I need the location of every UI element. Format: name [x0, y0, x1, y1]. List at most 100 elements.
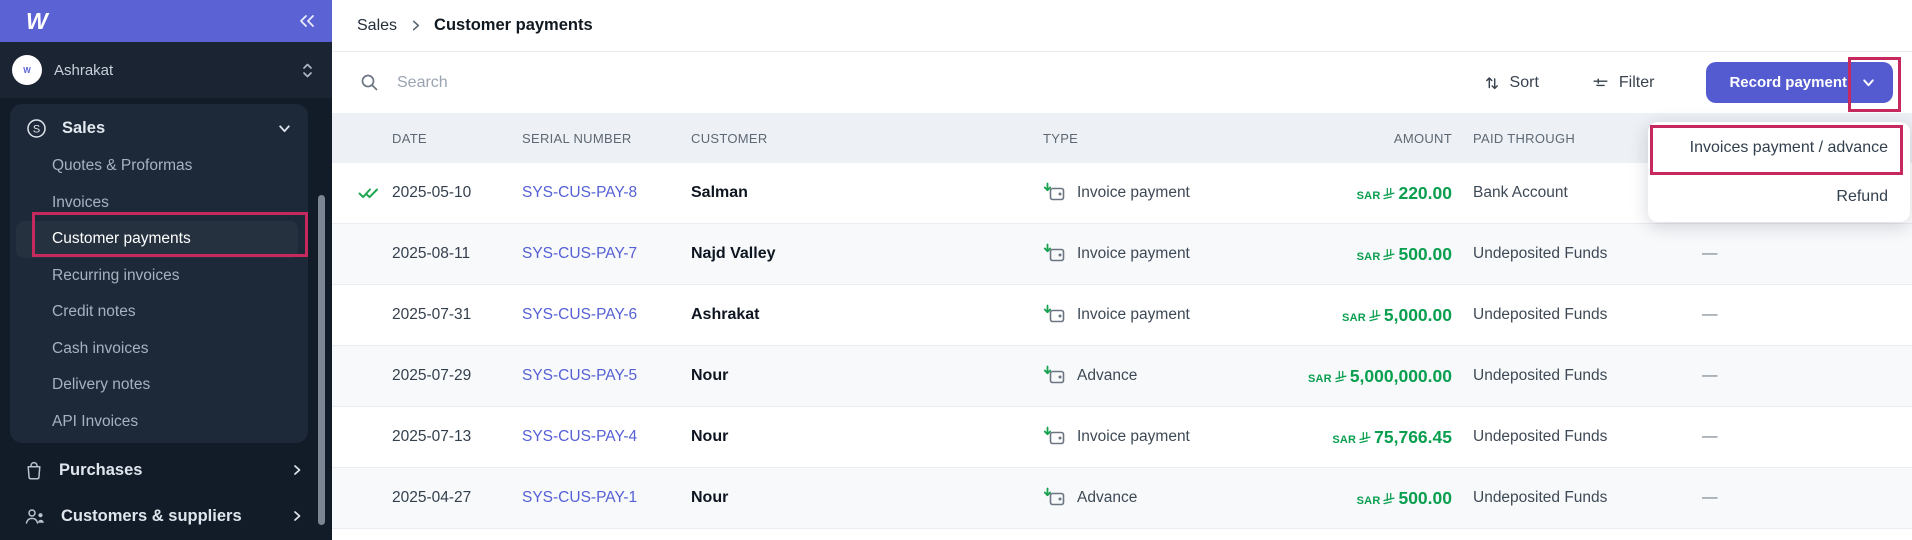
- table-row[interactable]: 2025-07-29 SYS-CUS-PAY-5 Nour Advance SAR 5,0…: [332, 346, 1912, 407]
- workspace-switcher[interactable]: W Ashrakat: [0, 42, 332, 98]
- customer-cell: Ashrakat: [691, 306, 760, 323]
- sidebar-item-recurring-invoices[interactable]: Recurring invoices: [52, 266, 180, 284]
- sidebar-item-api-invoices[interactable]: API Invoices: [52, 412, 139, 430]
- column-header-serial-number[interactable]: SERIAL NUMBER: [522, 130, 632, 146]
- customer-cell: Nour: [691, 489, 729, 506]
- column-header-amount[interactable]: AMOUNT: [1393, 130, 1452, 146]
- serial-number-link[interactable]: SYS-CUS-PAY-8: [522, 184, 638, 201]
- serial-number-link[interactable]: SYS-CUS-PAY-6: [522, 306, 638, 323]
- customer-cell: Najd Valley: [691, 245, 776, 262]
- dropdown-item-invoices-payment-advance[interactable]: Invoices payment / advance: [1689, 138, 1888, 156]
- table-row[interactable]: 2025-08-11 SYS-CUS-PAY-7 Najd Valley Invoic…: [332, 224, 1912, 285]
- svg-text:S: S: [33, 123, 40, 135]
- sidebar-item-cash-invoices[interactable]: Cash invoices: [52, 339, 149, 357]
- amount-value: 500.00: [1398, 243, 1452, 264]
- sidebar-collapse-button[interactable]: [298, 13, 316, 29]
- riyal-symbol-icon: [1335, 370, 1347, 383]
- sidebar-item-customer-payments[interactable]: Customer payments: [16, 221, 298, 258]
- sidebar-item-purchases[interactable]: Purchases: [0, 447, 332, 493]
- payment-received-icon: [1043, 304, 1067, 326]
- date-cell: 2025-07-13: [392, 428, 472, 445]
- column-header-customer[interactable]: CUSTOMER: [691, 130, 768, 146]
- search-input[interactable]: [397, 73, 997, 92]
- filter-lines-icon: [1591, 74, 1610, 92]
- serial-number-link[interactable]: SYS-CUS-PAY-7: [522, 245, 638, 262]
- sidebar-item-delivery-notes[interactable]: Delivery notes: [52, 376, 151, 394]
- table-row[interactable]: 2025-04-27 SYS-CUS-PAY-1 Nour Advance SAR 500…: [332, 468, 1912, 529]
- amount-value: 75,766.45: [1374, 426, 1452, 447]
- sidebar-item-invoices[interactable]: Invoices: [52, 193, 109, 211]
- page-title: Customer payments: [434, 16, 593, 34]
- payment-received-icon: [1043, 426, 1067, 448]
- column-header-paid-through[interactable]: PAID THROUGH: [1473, 130, 1576, 146]
- dropdown-item-refund[interactable]: Refund: [1836, 187, 1888, 205]
- type-label: Invoice payment: [1077, 306, 1190, 323]
- paid-through-cell: Undeposited Funds: [1473, 306, 1608, 323]
- record-payment-label: Record payment: [1729, 74, 1847, 91]
- reconciled-cell: [332, 185, 392, 201]
- sidebar-item-label: Customers & suppliers: [61, 506, 242, 525]
- type-cell: Invoice payment: [1043, 243, 1332, 265]
- column-header-date[interactable]: DATE: [392, 130, 427, 146]
- sidebar-nav: S Sales Quotes & Proformas Invoices Custom…: [0, 98, 332, 540]
- paid-through-cell: Undeposited Funds: [1473, 245, 1608, 262]
- workspace-avatar: W: [12, 55, 42, 85]
- app-logo: W: [26, 7, 48, 34]
- type-cell: Advance: [1043, 365, 1332, 387]
- workspace-name: Ashrakat: [54, 61, 114, 79]
- search-icon: [360, 73, 379, 92]
- sort-button[interactable]: Sort: [1483, 74, 1539, 92]
- sales-submenu: Quotes & Proformas Invoices Customer payme…: [10, 148, 308, 440]
- serial-number-link[interactable]: SYS-CUS-PAY-5: [522, 367, 638, 384]
- filter-button[interactable]: Filter: [1591, 74, 1654, 92]
- shopping-bag-icon: [24, 460, 44, 481]
- toolbar: Sort Filter Record payment: [332, 52, 1912, 113]
- extra-cell: —: [1702, 489, 1718, 506]
- search-bar: [360, 73, 1483, 92]
- sidebar-item-sales[interactable]: S Sales: [10, 108, 308, 148]
- sidebar-item-label: Sales: [62, 118, 106, 137]
- date-cell: 2025-07-31: [392, 306, 472, 323]
- record-payment-button[interactable]: Record payment: [1706, 62, 1893, 103]
- chevron-right-icon: [290, 509, 304, 523]
- double-chevron-left-icon: [298, 13, 316, 29]
- amount-cell: SAR 5,000,000.00: [1308, 366, 1452, 387]
- people-icon: [24, 506, 46, 526]
- payment-received-icon: [1043, 365, 1067, 387]
- sidebar-item-customers-suppliers[interactable]: Customers & suppliers: [0, 493, 332, 539]
- currency-label: SAR: [1307, 372, 1332, 385]
- date-cell: 2025-08-11: [392, 245, 471, 262]
- main-content: Sales Customer payments Sort Filter Reco…: [332, 0, 1912, 540]
- currency-label: SAR: [1356, 494, 1381, 507]
- serial-number-cell: SYS-CUS-PAY-7: [522, 245, 691, 263]
- riyal-symbol-icon: [1383, 492, 1396, 505]
- column-header-type[interactable]: TYPE: [1043, 130, 1079, 146]
- amount-cell: SAR 5,000.00: [1332, 305, 1452, 326]
- type-cell: Invoice payment: [1043, 182, 1332, 204]
- type-label: Invoice payment: [1077, 184, 1190, 201]
- amount-cell: SAR 500.00: [1332, 488, 1452, 509]
- sidebar-scrollbar[interactable]: [318, 195, 325, 525]
- type-cell: Advance: [1043, 487, 1332, 509]
- sort-arrows-icon: [1483, 74, 1501, 92]
- sidebar-item-credit-notes[interactable]: Credit notes: [52, 303, 136, 321]
- paid-through-cell: Undeposited Funds: [1473, 489, 1608, 506]
- table-row[interactable]: 2025-07-13 SYS-CUS-PAY-4 Nour Invoice payme…: [332, 407, 1912, 468]
- record-payment-dropdown-menu: Invoices payment / advance Refund: [1648, 122, 1910, 222]
- type-label: Advance: [1077, 367, 1138, 384]
- riyal-symbol-icon: [1383, 187, 1396, 200]
- breadcrumb-chevron-icon: [409, 19, 422, 32]
- breadcrumb-section[interactable]: Sales: [357, 16, 398, 34]
- amount-value: 5,000.00: [1383, 304, 1452, 325]
- extra-cell: —: [1702, 245, 1718, 262]
- date-cell: 2025-07-29: [392, 367, 472, 384]
- sort-label: Sort: [1509, 73, 1539, 91]
- payment-received-icon: [1043, 243, 1067, 265]
- serial-number-cell: SYS-CUS-PAY-5: [522, 367, 691, 385]
- table-row[interactable]: 2025-07-31 SYS-CUS-PAY-6 Ashrakat Invoice p…: [332, 285, 1912, 346]
- serial-number-link[interactable]: SYS-CUS-PAY-1: [522, 489, 638, 506]
- serial-number-cell: SYS-CUS-PAY-6: [522, 306, 691, 324]
- serial-number-link[interactable]: SYS-CUS-PAY-4: [522, 428, 638, 445]
- chevron-down-icon[interactable]: [1861, 75, 1876, 90]
- sidebar-item-quotes-proformas[interactable]: Quotes & Proformas: [52, 157, 193, 175]
